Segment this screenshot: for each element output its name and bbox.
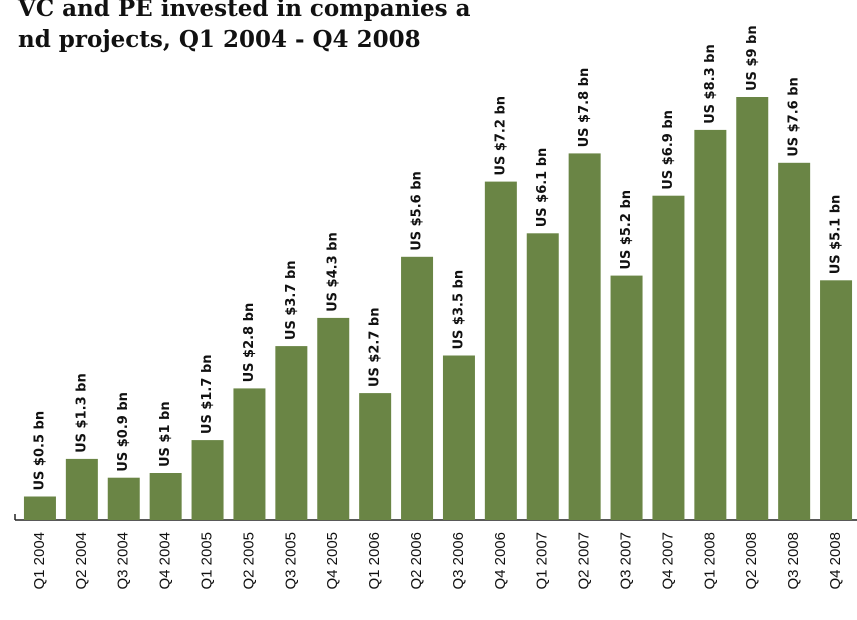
value-label: US $0.9 bn xyxy=(116,392,131,472)
x-tick-label: Q3 2004 xyxy=(115,532,132,590)
value-label: US $5.2 bn xyxy=(619,190,634,270)
bar xyxy=(107,477,140,520)
value-label: US $6.1 bn xyxy=(535,148,550,228)
bar xyxy=(694,129,727,520)
value-label: US $3.5 bn xyxy=(451,270,466,350)
bar xyxy=(652,195,685,520)
bar xyxy=(401,256,434,520)
bar xyxy=(526,233,559,521)
chart-title: nd projects, Q1 2004 - Q4 2008 xyxy=(18,26,421,53)
bar xyxy=(610,275,643,520)
bar xyxy=(275,346,308,520)
bar xyxy=(736,97,769,520)
x-tick-label: Q1 2008 xyxy=(701,532,718,590)
value-label: US $2.7 bn xyxy=(368,307,383,387)
bar xyxy=(568,153,601,520)
bar xyxy=(65,458,98,520)
x-tick-label: Q4 2006 xyxy=(492,532,509,590)
x-tick-label: Q1 2007 xyxy=(534,532,551,590)
value-label: US $7.6 bn xyxy=(787,77,802,157)
value-label: US $2.8 bn xyxy=(242,303,257,383)
x-tick-label: Q2 2007 xyxy=(576,532,593,590)
bar xyxy=(359,393,392,520)
bar xyxy=(23,496,56,520)
value-label: US $5.1 bn xyxy=(829,195,844,275)
value-label: US $5.6 bn xyxy=(410,171,425,251)
x-tick-label: Q2 2008 xyxy=(743,532,760,590)
bar xyxy=(317,317,350,520)
value-label: US $3.7 bn xyxy=(284,260,299,340)
x-tick-label: Q4 2007 xyxy=(659,532,676,590)
value-label: US $0.5 bn xyxy=(32,411,47,491)
value-label: US $9 bn xyxy=(745,25,760,91)
value-label: US $6.9 bn xyxy=(661,110,676,190)
x-tick-label: Q2 2004 xyxy=(73,532,90,590)
bar xyxy=(233,388,266,520)
x-tick-label: Q4 2008 xyxy=(827,532,844,590)
value-label: US $1.3 bn xyxy=(74,373,89,453)
chart-title: VC and PE invested in companies a xyxy=(17,0,471,22)
value-label: US $7.2 bn xyxy=(493,96,508,176)
value-label: US $1.7 bn xyxy=(200,354,215,434)
value-label: US $7.8 bn xyxy=(577,68,592,148)
x-tick-label: Q2 2005 xyxy=(240,532,257,590)
bar xyxy=(778,162,811,521)
x-tick-label: Q1 2005 xyxy=(199,532,216,590)
x-tick-label: Q4 2005 xyxy=(324,532,341,590)
bar xyxy=(191,440,224,520)
x-tick-label: Q3 2008 xyxy=(785,532,802,590)
bar xyxy=(149,473,182,520)
x-tick-label: Q2 2006 xyxy=(408,532,425,590)
x-tick-label: Q1 2004 xyxy=(31,532,48,590)
x-tick-label: Q3 2007 xyxy=(618,532,635,590)
x-tick-label: Q3 2005 xyxy=(282,532,299,590)
x-tick-label: Q1 2006 xyxy=(366,532,383,590)
bar xyxy=(820,280,853,520)
bar xyxy=(484,181,517,520)
value-label: US $8.3 bn xyxy=(703,44,718,124)
x-tick-label: Q4 2004 xyxy=(157,532,174,590)
bar xyxy=(442,355,475,520)
value-label: US $1 bn xyxy=(158,401,173,467)
x-tick-label: Q3 2006 xyxy=(450,532,467,590)
value-label: US $4.3 bn xyxy=(326,232,341,312)
